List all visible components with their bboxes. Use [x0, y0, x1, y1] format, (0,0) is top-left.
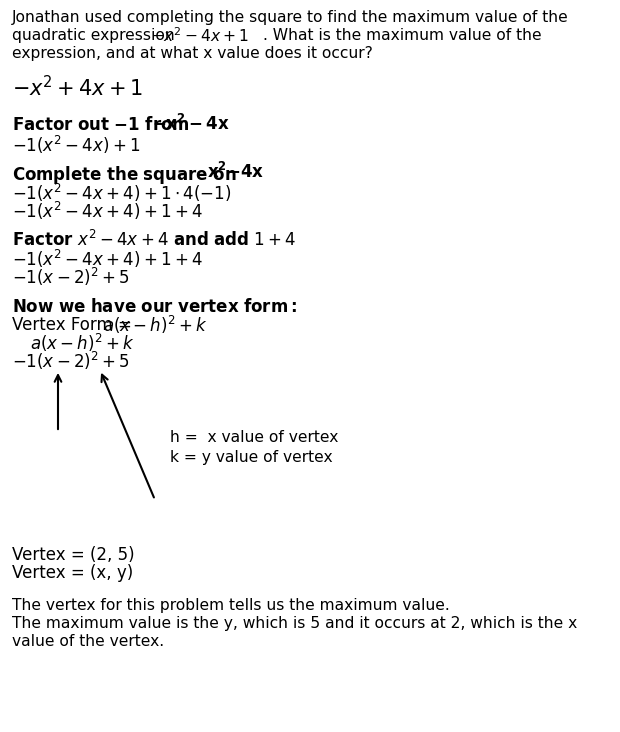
Text: $\mathbf{Now\ we\ have\ our\ vertex\ form:}$: $\mathbf{Now\ we\ have\ our\ vertex\ for…	[12, 298, 298, 316]
Text: Vertex = (2, 5): Vertex = (2, 5)	[12, 546, 135, 564]
Text: $-1(x^2 - 4x + 4) + 1 \cdot 4(-1)$: $-1(x^2 - 4x + 4) + 1 \cdot 4(-1)$	[12, 182, 231, 204]
Text: k = y value of vertex: k = y value of vertex	[170, 450, 332, 465]
Text: Jonathan used completing the square to find the maximum value of the: Jonathan used completing the square to f…	[12, 10, 569, 25]
Text: $\mathbf{Complete\ the\ square\ on}\ $: $\mathbf{Complete\ the\ square\ on}\ $	[12, 164, 237, 186]
Text: $-1(x - 2)^2 + 5$: $-1(x - 2)^2 + 5$	[12, 350, 130, 372]
Text: $-1(x^2 - 4x + 4) + 1 + 4$: $-1(x^2 - 4x + 4) + 1 + 4$	[12, 248, 203, 270]
Text: $-x^2 + 4x + 1$: $-x^2 + 4x + 1$	[12, 75, 143, 100]
Text: expression, and at what x value does it occur?: expression, and at what x value does it …	[12, 46, 373, 61]
Text: quadratic expression: quadratic expression	[12, 28, 180, 43]
Text: Vertex = (x, y): Vertex = (x, y)	[12, 564, 133, 582]
Text: $\mathbf{Factor\ out\ {-}1\ from}\ $: $\mathbf{Factor\ out\ {-}1\ from}\ $	[12, 116, 190, 134]
Text: The vertex for this problem tells us the maximum value.: The vertex for this problem tells us the…	[12, 598, 449, 613]
Text: The maximum value is the y, which is 5 and it occurs at 2, which is the x: The maximum value is the y, which is 5 a…	[12, 616, 577, 631]
Text: h =  x value of vertex: h = x value of vertex	[170, 430, 339, 445]
Text: $\mathbf{-x^2 - 4x}$: $\mathbf{-x^2 - 4x}$	[152, 114, 230, 134]
Text: . What is the maximum value of the: . What is the maximum value of the	[263, 28, 542, 43]
Text: $-x^2 - 4x + 1$: $-x^2 - 4x + 1$	[151, 26, 249, 45]
Text: $-1(x^2 - 4x + 4) + 1 + 4$: $-1(x^2 - 4x + 4) + 1 + 4$	[12, 200, 203, 222]
Text: Vertex Form =: Vertex Form =	[12, 316, 137, 334]
Text: $-1(x - 2)^2 + 5$: $-1(x - 2)^2 + 5$	[12, 266, 130, 288]
Text: $a(x - h)^2 + k$: $a(x - h)^2 + k$	[103, 314, 208, 336]
Text: $\mathbf{x^2{-}4x}$: $\mathbf{x^2{-}4x}$	[207, 162, 265, 182]
Text: $a(x - h)^2 + k$: $a(x - h)^2 + k$	[30, 332, 135, 354]
Text: value of the vertex.: value of the vertex.	[12, 634, 164, 649]
Text: $\mathbf{Factor}\ x^2 - 4x + 4\ \mathbf{and\ add}\ 1 + 4$: $\mathbf{Factor}\ x^2 - 4x + 4\ \mathbf{…	[12, 230, 296, 250]
Text: $-1(x^2 - 4x) + 1$: $-1(x^2 - 4x) + 1$	[12, 134, 140, 156]
